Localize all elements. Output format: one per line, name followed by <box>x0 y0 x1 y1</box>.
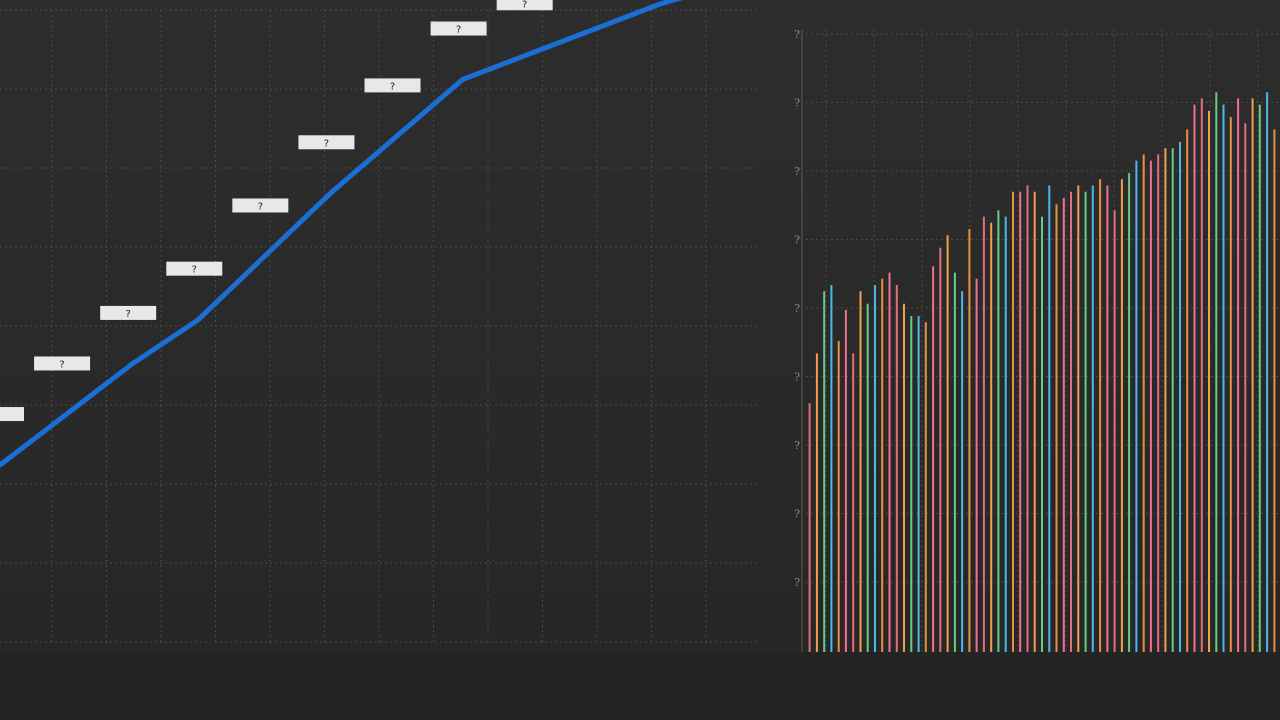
line-point-label: ? <box>100 305 157 320</box>
point-label-box <box>298 135 355 150</box>
point-label-text: ? <box>324 138 329 149</box>
line-point-label: ? <box>496 0 553 11</box>
point-label-box <box>34 356 91 371</box>
line-chart-grid <box>0 9 760 643</box>
line-series <box>0 0 683 468</box>
point-label-box <box>0 407 24 422</box>
bar-y-tick-label: ? <box>794 165 800 178</box>
point-label-text: ? <box>59 359 64 370</box>
bottom-band <box>0 652 1280 720</box>
line-point-label: ? <box>166 261 223 276</box>
bar-y-tick-label: ? <box>794 28 800 41</box>
point-label-text: ? <box>522 0 527 10</box>
bar-y-tick-label: ? <box>794 508 800 521</box>
line-point-label: ? <box>0 407 24 422</box>
line-point-label: ? <box>364 78 421 93</box>
bar-y-tick-label: ? <box>794 439 800 452</box>
point-label-box <box>364 78 421 93</box>
point-label-text: ? <box>126 309 131 320</box>
line-chart: ???????????? <box>0 0 760 643</box>
line-point-labels: ???????????? <box>0 0 553 422</box>
bar-y-tick-label: ? <box>794 371 800 384</box>
bar-y-tick-label: ? <box>794 234 800 247</box>
bar-marks <box>808 92 1276 652</box>
bar-chart: ????????? <box>794 28 1278 652</box>
bar-y-tick-label: ? <box>794 97 800 110</box>
point-label-box <box>232 198 289 213</box>
point-label-box <box>496 0 553 11</box>
line-point-label: ? <box>430 21 487 36</box>
point-label-text: ? <box>390 81 395 92</box>
point-label-text: ? <box>456 25 461 36</box>
line-point-label: ? <box>34 356 91 371</box>
point-label-box <box>100 305 157 320</box>
point-label-box <box>430 21 487 36</box>
line-point-label: ? <box>232 198 289 213</box>
point-label-text: ? <box>258 201 263 212</box>
line-point-label: ? <box>298 135 355 150</box>
bar-y-tick-label: ? <box>794 302 800 315</box>
point-label-text: ? <box>192 265 197 276</box>
bar-y-tick-labels: ????????? <box>794 28 800 589</box>
bar-y-tick-label: ? <box>794 576 800 589</box>
point-label-box <box>166 261 223 276</box>
